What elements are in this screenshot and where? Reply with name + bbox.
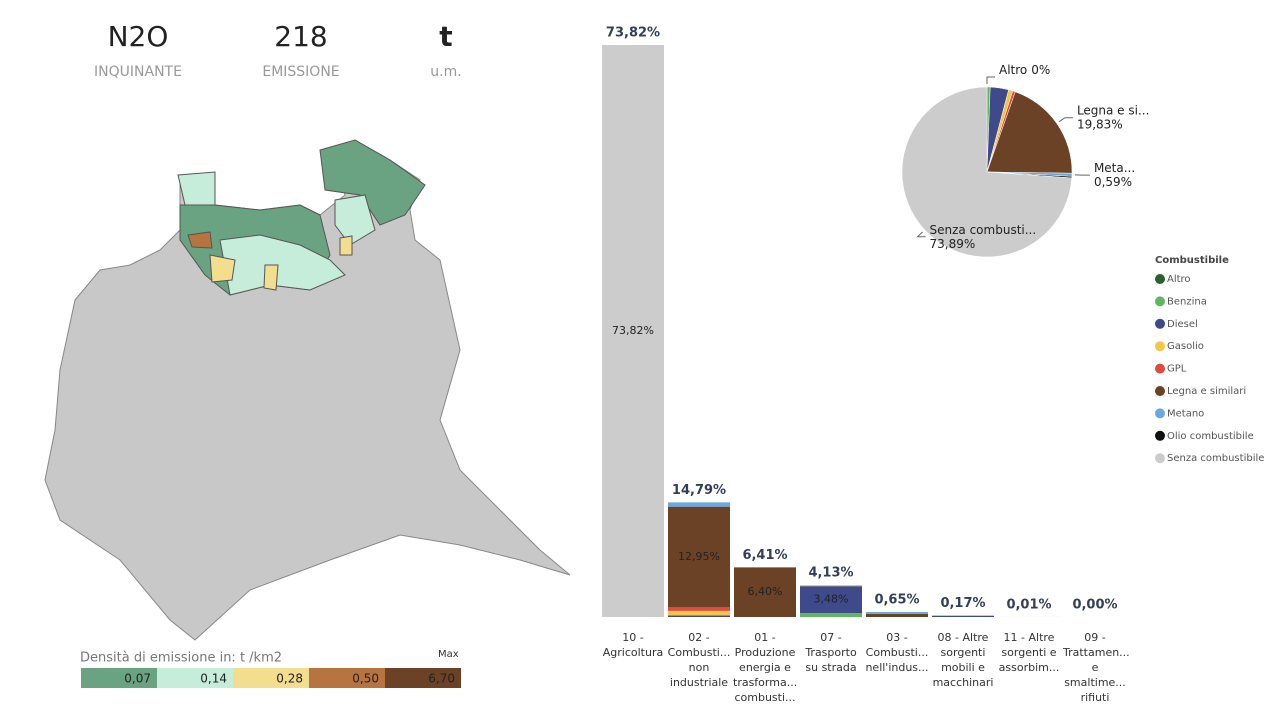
legend-label: Metano (1167, 408, 1204, 419)
pie-slice (986, 91, 1073, 174)
x-tick-label: 07 - Trasporto su strada (805, 631, 857, 674)
legend-marker (1155, 318, 1165, 329)
pie-label: Meta... 0,59% (1094, 161, 1135, 189)
bar-segment (668, 615, 730, 617)
legend-title: Combustibile (1155, 255, 1229, 266)
x-tick-label: 11 - Altre sorgenti e assorbim... (998, 631, 1060, 674)
pie-label-name: Meta... (1094, 161, 1135, 175)
legend-marker (1155, 341, 1165, 352)
pie-label-value: 19,83% (1077, 117, 1123, 131)
kpi-value: t (439, 20, 453, 53)
bar-total-label: 6,41% (742, 548, 787, 563)
x-tick-label: 01 - Produzione energia e trasforma... c… (733, 631, 798, 704)
pie-label: Senza combusti... 73,89% (930, 222, 1037, 250)
bar-segment (668, 610, 730, 616)
legend-marker (1155, 296, 1165, 307)
pie-label-name: Senza combusti... (930, 222, 1037, 236)
legend-label: Senza combustibile (1167, 453, 1264, 464)
x-tick-label: 03 - Combusti... nell'indus... (865, 631, 929, 674)
pie-label: Legna e si... 19,83% (1077, 103, 1149, 131)
map-legend-label: 0,07 (124, 672, 151, 686)
bar-total-label: 14,79% (672, 483, 726, 498)
pie-label-value: 0% (1031, 63, 1050, 77)
bar-segment (800, 613, 862, 617)
pie-label-value: 0,59% (1094, 175, 1132, 189)
legend-marker (1155, 274, 1165, 284)
pie-leader (986, 76, 995, 84)
bar-segment (602, 45, 664, 617)
bar-total-label: 73,82% (606, 26, 660, 41)
legend-label: Altro (1167, 274, 1191, 285)
legend-marker (1155, 453, 1165, 464)
x-tick-label: 08 - Altre sorgenti mobili e macchinari (932, 631, 994, 689)
bar-total-label: 0,01% (1006, 597, 1051, 612)
region-patch (209, 235, 353, 291)
pie-slice (901, 86, 1073, 258)
kpi-value: N2O (107, 20, 169, 53)
map-legend-swatch (385, 668, 461, 688)
map (44, 139, 571, 641)
pie-label: Altro 0% (999, 63, 1050, 77)
map-legend-swatch (157, 668, 233, 688)
map-legend-swatch (233, 668, 309, 688)
legend-label: Benzina (1167, 296, 1207, 307)
bar-data-label: 3,48% (814, 593, 849, 606)
region-patch (187, 231, 213, 249)
pie-leader (1058, 117, 1073, 123)
map-legend-swatch (309, 668, 385, 688)
map-legend-label: 6,70 (428, 672, 455, 686)
bar-segment (668, 607, 730, 611)
bar-segment (800, 586, 862, 614)
legend-label: Diesel (1167, 319, 1198, 330)
map-legend-max: Max (438, 649, 459, 660)
x-tick-label: 10 - Agricoltura (602, 631, 664, 659)
pie-leader (916, 231, 926, 238)
bar-total-label: 0,17% (940, 596, 985, 611)
bar-segment (866, 611, 928, 614)
map-legend-swatch (81, 668, 157, 688)
legend-label: Gasolio (1167, 341, 1204, 352)
map-legend-label: 0,50 (352, 672, 379, 686)
legend-label: Legna e similari (1167, 386, 1246, 397)
bar-total-label: 0,65% (874, 592, 919, 607)
kpi-value: 218 (274, 20, 328, 53)
region-patch (319, 139, 426, 226)
bar-total-label: 4,13% (808, 565, 853, 580)
bar-segment (668, 502, 730, 507)
x-tick-label: 02 - Combusti... non industriale (667, 631, 731, 689)
bar-data-label: 12,95% (678, 550, 720, 563)
region-patch (219, 234, 346, 296)
kpi-label: INQUINANTE (94, 64, 182, 80)
bar-segment (668, 506, 730, 608)
kpi-label: u.m. (430, 64, 462, 80)
region-patch (177, 171, 376, 246)
pie-label-name: Legna e si... (1077, 103, 1149, 117)
legend-label: GPL (1167, 364, 1187, 375)
legend-marker (1155, 408, 1165, 419)
bar-segment (932, 615, 994, 617)
pie-label-value: 73,89% (930, 236, 976, 250)
x-tick-label: 09 - Trattamen... e smaltime... rifiuti (1063, 631, 1130, 704)
bar-total-label: 0,00% (1072, 598, 1117, 613)
bar-segment (734, 567, 796, 617)
map-legend-label: 0,28 (276, 672, 303, 686)
pie-label-name: Altro (999, 63, 1027, 77)
kpi-label: EMISSIONE (262, 64, 340, 80)
bar-data-label: 73,82% (612, 324, 654, 337)
map-legend-title: Densità di emissione in: t /km2 (80, 651, 282, 666)
legend-marker (1155, 386, 1165, 396)
bar-segment (866, 613, 928, 617)
legend-marker (1155, 430, 1165, 441)
legend-marker (1155, 363, 1165, 374)
bar-data-label: 6,40% (748, 585, 783, 598)
bar-segment (800, 584, 862, 587)
legend-label: Olio combustibile (1167, 431, 1254, 442)
map-legend-label: 0,14 (200, 672, 227, 686)
